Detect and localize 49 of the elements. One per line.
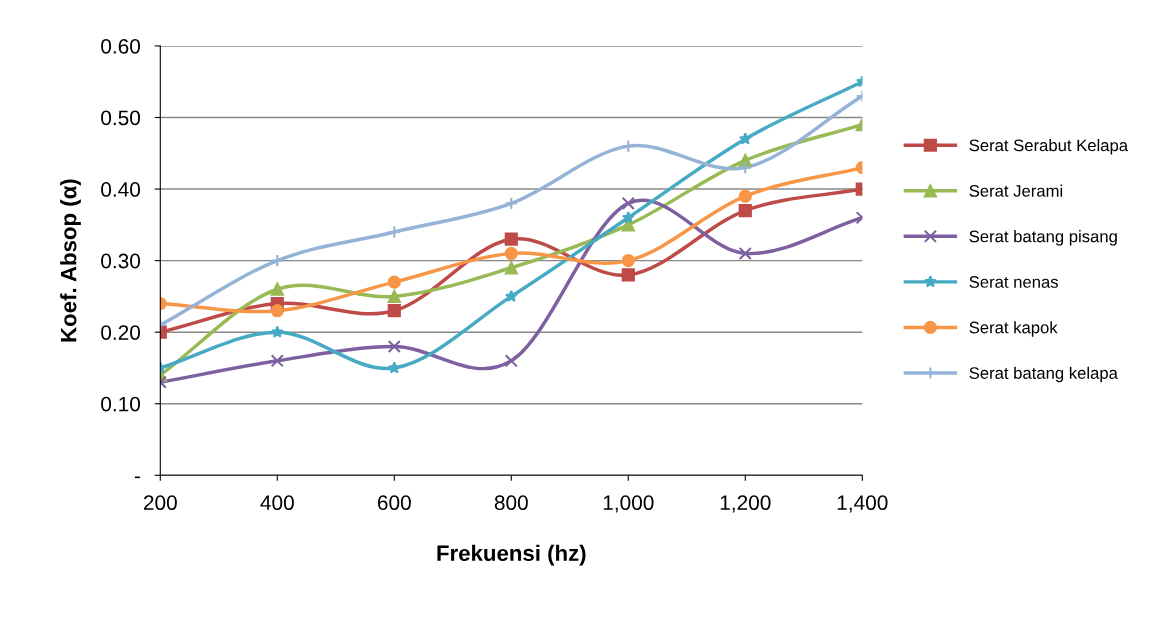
x-tick-label: 400 [260,495,294,511]
x-tick-label: 1,000 [603,495,654,513]
point [504,354,518,368]
legend-label: Serat batang kelapa [969,366,1118,383]
point [270,254,284,268]
point [621,268,635,282]
point [270,304,284,318]
y-tick-label: 0.20 [101,325,141,340]
legend-label: Serat Serabut Kelapa [969,139,1129,155]
point [270,325,284,338]
point [270,354,284,368]
legend-label: Serat Jerami [969,184,1063,197]
y-tick-label: 0.50 [101,110,141,126]
point [504,246,518,261]
y-tick-label: 0.60 [101,38,141,54]
y-tick-label: 0.30 [101,253,141,269]
point [504,261,518,275]
point [738,246,752,261]
legend-label: Serat batang pisang [969,230,1117,246]
point [387,339,401,354]
point [387,225,401,239]
legend-label: Serat kapok [969,321,1058,337]
point [738,132,752,145]
legend-label: Serat nenas [969,276,1058,288]
x-tick-label: 600 [377,495,411,511]
x-tick-label: 1,200 [720,495,771,513]
x-tick-label: 200 [143,495,177,511]
y-tick-label: - [134,476,140,479]
point [504,232,518,246]
y-axis-title: Koef. Absop (α) [60,179,81,342]
point [387,289,401,303]
point [504,196,518,210]
point [621,196,635,210]
point [738,203,752,218]
x-axis-title: Frekuensi (hz) [437,544,586,566]
y-tick-label: 0.40 [101,182,141,197]
point [621,139,635,153]
point [387,275,401,289]
point [504,289,518,302]
x-tick-label: 1,400 [837,495,888,513]
point [621,254,635,268]
point [621,211,635,224]
point [270,282,284,296]
point [738,161,752,175]
y-tick-label: 0.10 [101,396,141,412]
point [387,361,401,374]
point [387,304,401,318]
point [738,189,752,203]
x-tick-label: 800 [494,495,528,511]
